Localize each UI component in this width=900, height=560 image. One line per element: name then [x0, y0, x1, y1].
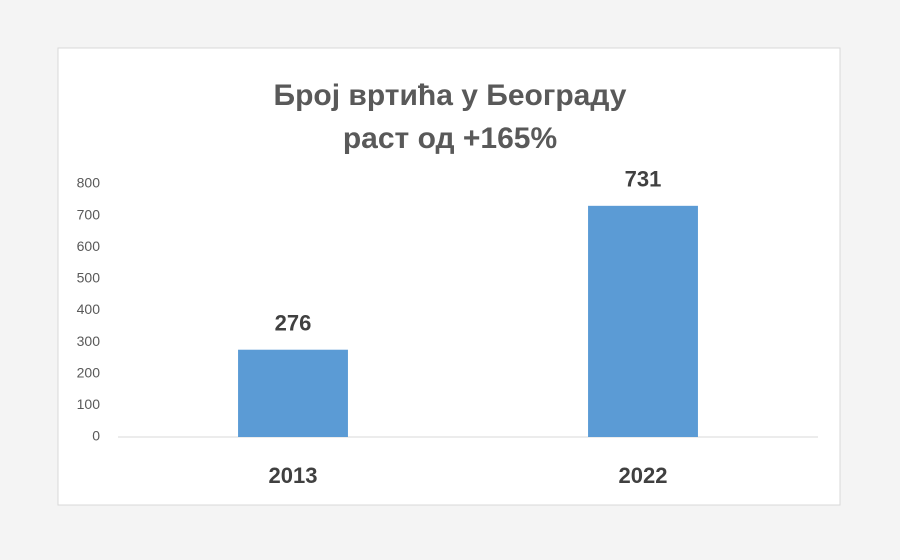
y-tick-label: 200 — [77, 364, 101, 380]
chart-subtitle: раст од +165% — [343, 122, 557, 155]
chart-title: Број вртића у Београду — [274, 79, 627, 112]
y-tick-label: 300 — [77, 333, 101, 349]
data-label: 731 — [625, 167, 662, 192]
y-tick-label: 0 — [92, 428, 100, 444]
chart-area — [57, 47, 841, 506]
y-tick-label: 600 — [77, 238, 101, 254]
y-tick-label: 400 — [77, 301, 101, 317]
y-tick-label: 800 — [77, 175, 101, 191]
bar — [238, 349, 348, 437]
data-label: 276 — [275, 311, 312, 336]
x-tick-label: 2022 — [619, 463, 668, 488]
bar — [588, 205, 698, 437]
y-tick-label: 100 — [77, 396, 101, 412]
y-tick-label: 500 — [77, 270, 101, 286]
x-tick-label: 2013 — [269, 463, 318, 488]
y-tick-label: 700 — [77, 206, 101, 222]
